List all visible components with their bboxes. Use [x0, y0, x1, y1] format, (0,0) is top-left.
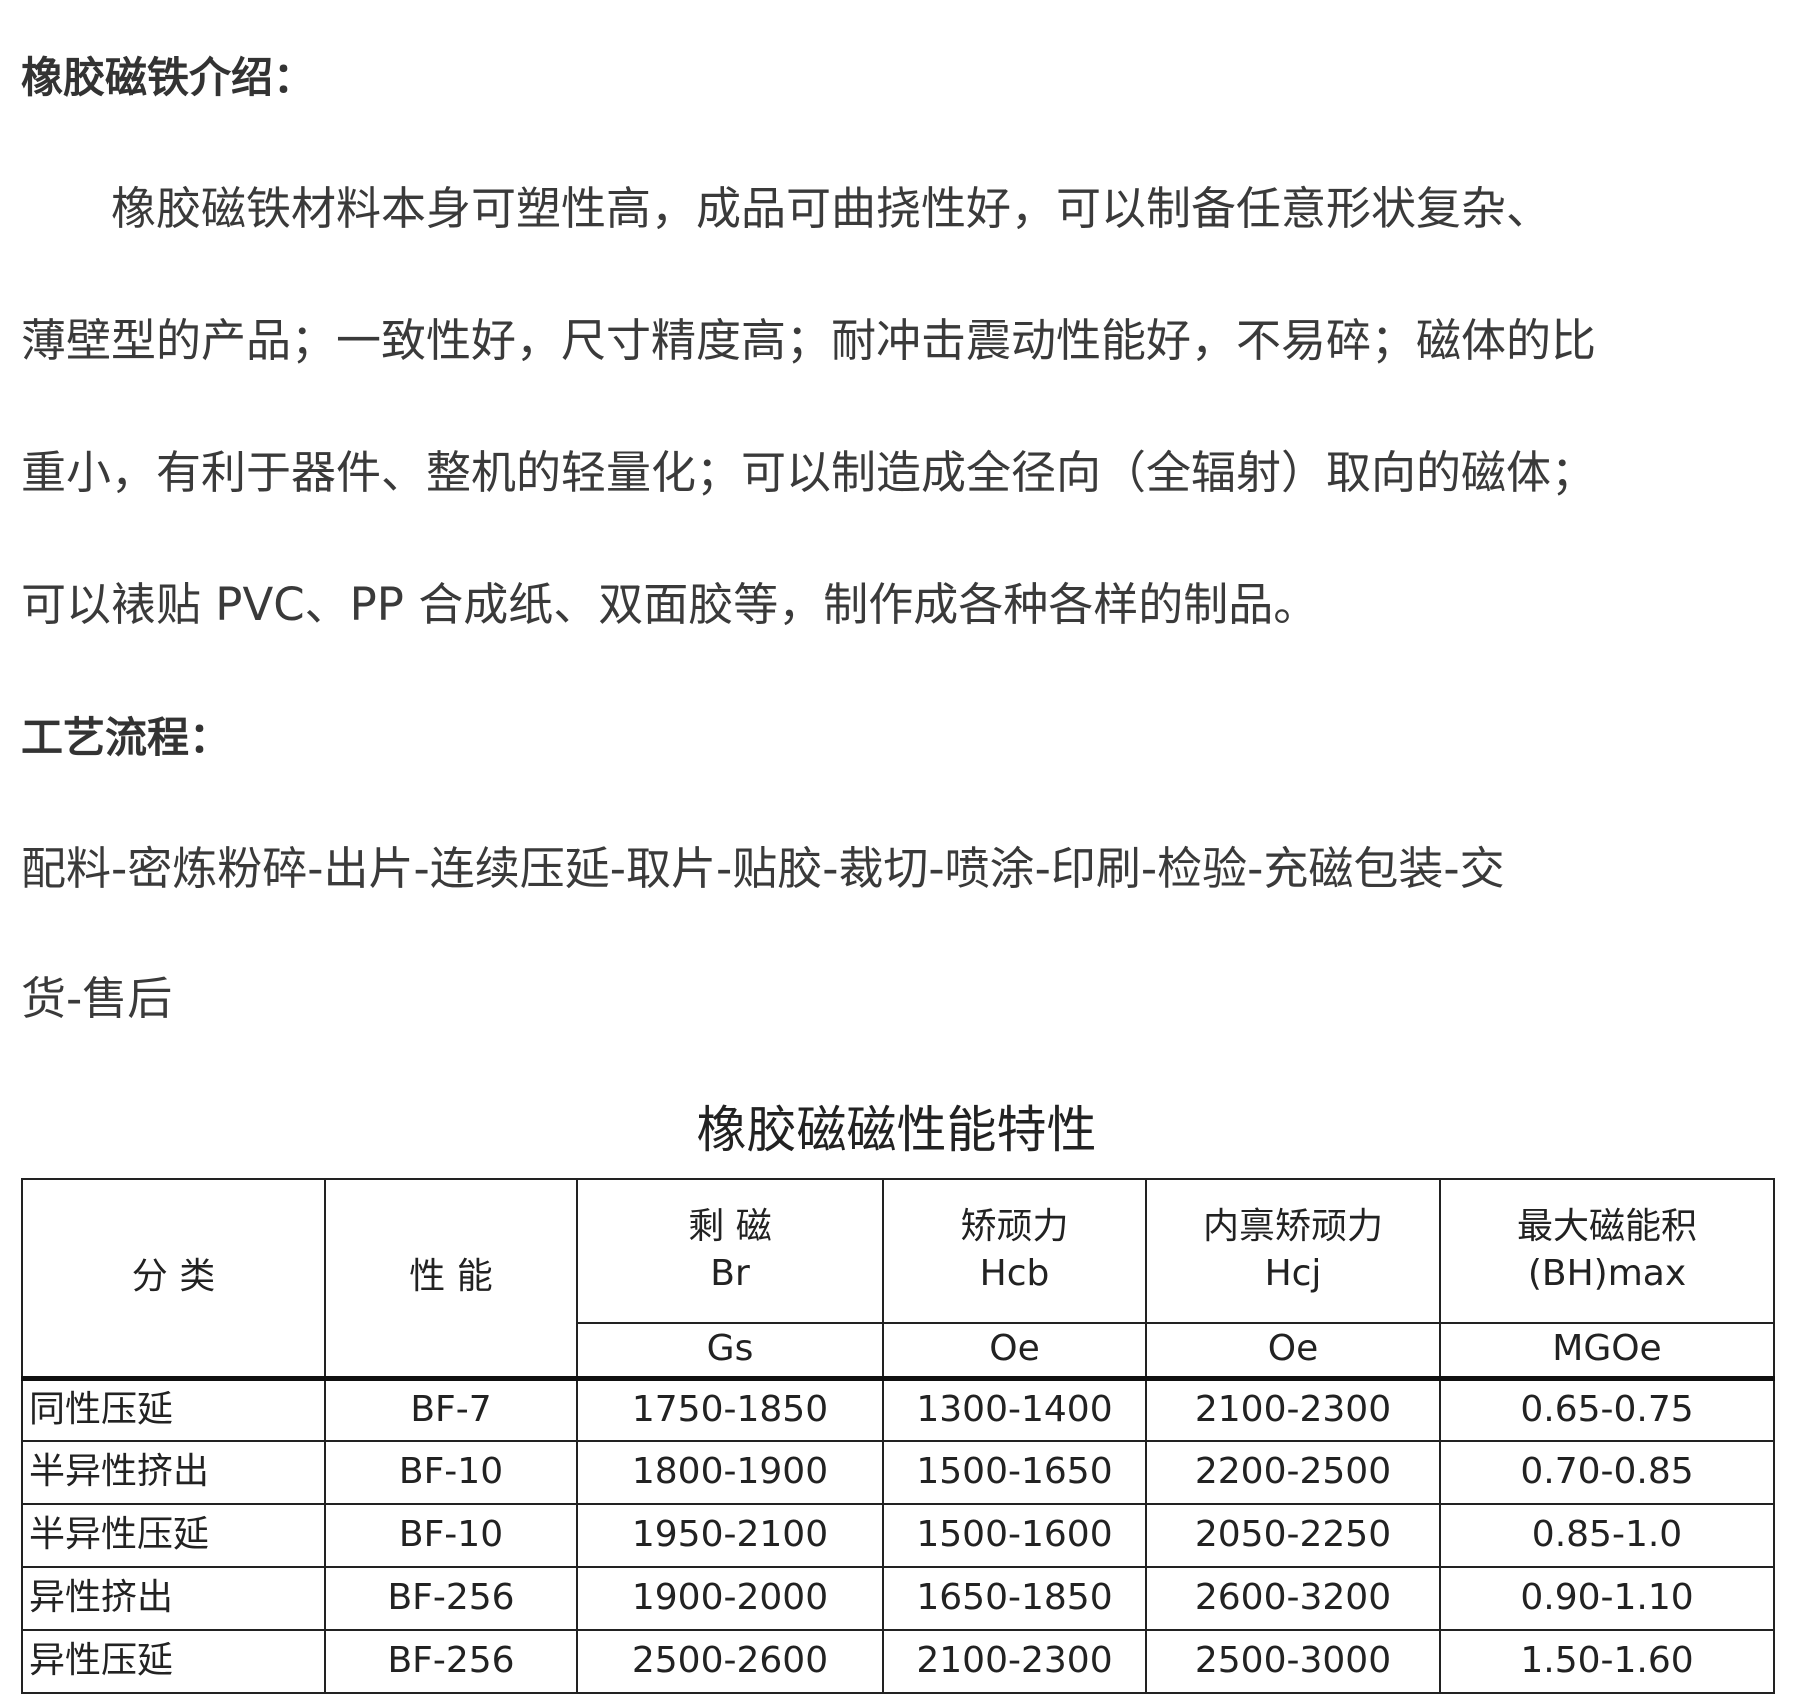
cell-bh: 1.50-1.60	[1439, 1629, 1775, 1694]
header-name: 内禀矫顽力	[1202, 1206, 1383, 1248]
cell-br: 1900-2000	[576, 1566, 884, 1631]
cell-br: 1750-1850	[576, 1377, 884, 1442]
unit-bh: MGOe	[1439, 1322, 1775, 1381]
cell-bh: 0.85-1.0	[1439, 1503, 1775, 1568]
cell-category: 异性挤出	[21, 1566, 326, 1631]
cell-br: 2500-2600	[576, 1629, 884, 1694]
table-row: 同性压延 BF-7 1750-1850 1300-1400 2100-2300 0.65-…	[21, 1377, 1775, 1442]
table-row: 异性压延 BF-256 2500-2600 2100-2300 2500-3000 1.5…	[21, 1629, 1775, 1694]
intro-line: 重小，有利于器件、整机的轻量化；可以制造成全径向（全辐射）取向的磁体；	[21, 446, 1597, 499]
header-name: 剩 磁	[688, 1206, 772, 1248]
cell-grade: BF-10	[324, 1503, 578, 1568]
cell-hcb: 1650-1850	[882, 1566, 1147, 1631]
cell-bh: 0.65-0.75	[1439, 1377, 1775, 1442]
table-row: 半异性压延 BF-10 1950-2100 1500-1600 2050-2250 0.8…	[21, 1503, 1775, 1568]
cell-br: 1800-1900	[576, 1440, 884, 1505]
header-grade: 性 能	[324, 1178, 578, 1381]
header-name: 最大磁能积	[1516, 1206, 1697, 1248]
cell-br: 1950-2100	[576, 1503, 884, 1568]
unit-br: Gs	[576, 1322, 884, 1381]
cell-hcj: 2100-2300	[1145, 1377, 1441, 1442]
cell-grade: BF-256	[324, 1629, 578, 1694]
intro-heading: 橡胶磁铁介绍：	[21, 53, 316, 102]
header-symbol: Hcj	[1264, 1253, 1322, 1294]
table-title: 橡胶磁磁性能特性	[696, 1101, 1097, 1159]
cell-category: 半异性挤出	[21, 1440, 326, 1505]
header-name: 矫顽力	[960, 1206, 1069, 1248]
process-line: 配料-密炼粉碎-出片-连续压延-取片-贴胶-裁切-喷涂-印刷-检验-充磁包装-交	[21, 842, 1505, 895]
cell-category: 半异性压延	[21, 1503, 326, 1568]
header-br: 剩 磁 Br	[576, 1178, 884, 1324]
header-symbol: (BH)max	[1527, 1253, 1687, 1294]
header-category: 分 类	[21, 1178, 326, 1381]
table-row: 异性挤出 BF-256 1900-2000 1650-1850 2600-3200 0.9…	[21, 1566, 1775, 1631]
cell-category: 同性压延	[21, 1377, 326, 1442]
table-row: 半异性挤出 BF-10 1800-1900 1500-1650 2200-2500 0.7…	[21, 1440, 1775, 1505]
process-heading: 工艺流程：	[21, 713, 232, 762]
cell-hcj: 2600-3200	[1145, 1566, 1441, 1631]
cell-hcb: 1300-1400	[882, 1377, 1147, 1442]
header-hcj: 内禀矫顽力 Hcj	[1145, 1178, 1441, 1324]
cell-hcb: 1500-1650	[882, 1440, 1147, 1505]
header-hcb: 矫顽力 Hcb	[882, 1178, 1147, 1324]
cell-bh: 0.90-1.10	[1439, 1566, 1775, 1631]
unit-hcb: Oe	[882, 1322, 1147, 1381]
cell-grade: BF-10	[324, 1440, 578, 1505]
process-line: 货-售后	[21, 972, 173, 1025]
cell-hcj: 2200-2500	[1145, 1440, 1441, 1505]
magnet-properties-table: 分 类 性 能 剩 磁 Br 矫顽力 Hcb 内禀矫顽力 Hcj 最大磁能积 (BH)m…	[21, 1178, 1775, 1694]
cell-grade: BF-256	[324, 1566, 578, 1631]
cell-category: 异性压延	[21, 1629, 326, 1694]
intro-line: 橡胶磁铁材料本身可塑性高，成品可曲挠性好，可以制备任意形状复杂、	[21, 182, 1552, 235]
cell-grade: BF-7	[324, 1377, 578, 1442]
header-symbol: Br	[710, 1253, 750, 1294]
unit-hcj: Oe	[1145, 1322, 1441, 1381]
cell-bh: 0.70-0.85	[1439, 1440, 1775, 1505]
intro-line: 薄壁型的产品；一致性好，尺寸精度高；耐冲击震动性能好，不易碎；磁体的比	[21, 314, 1597, 367]
cell-hcj: 2500-3000	[1145, 1629, 1441, 1694]
header-symbol: Hcb	[979, 1253, 1050, 1294]
intro-line: 可以裱贴 PVC、PP 合成纸、双面胶等，制作成各种各样的制品。	[21, 578, 1319, 631]
cell-hcj: 2050-2250	[1145, 1503, 1441, 1568]
cell-hcb: 2100-2300	[882, 1629, 1147, 1694]
header-bh: 最大磁能积 (BH)max	[1439, 1178, 1775, 1324]
cell-hcb: 1500-1600	[882, 1503, 1147, 1568]
